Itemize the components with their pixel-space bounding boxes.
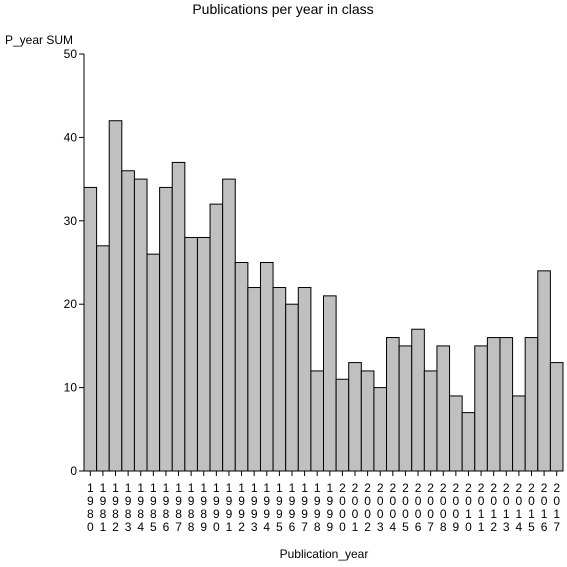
bar-2016 bbox=[537, 270, 551, 472]
bar-1998 bbox=[310, 370, 325, 472]
bar-2014 bbox=[512, 395, 526, 472]
y-tick-label: 50 bbox=[64, 47, 78, 61]
x-axis-ticks: 1 9 8 0 1 9 8 1 1 9 8 2 1 9 8 3 1 9 8 4 1 9 8 5 1 9 8 6 1 9 8 7 1 9 8 8 1 9 8 9… bbox=[87, 471, 560, 534]
bar-2001 bbox=[348, 362, 362, 472]
bar-1981 bbox=[96, 245, 110, 472]
y-axis-label: P_year SUM bbox=[5, 33, 73, 47]
bar-2006 bbox=[411, 328, 425, 472]
bar-2008 bbox=[436, 345, 451, 472]
bar-1997 bbox=[297, 287, 312, 472]
bar-2005 bbox=[398, 345, 413, 472]
bar-1986 bbox=[159, 186, 173, 472]
bar-2000 bbox=[335, 378, 350, 472]
y-tick-label: 20 bbox=[64, 297, 78, 311]
bar-1988 bbox=[184, 236, 198, 472]
bar-1982 bbox=[108, 120, 123, 472]
bar-1994 bbox=[259, 262, 274, 472]
bar-1999 bbox=[323, 295, 337, 472]
bar-2007 bbox=[423, 370, 438, 472]
bar-2012 bbox=[486, 337, 501, 472]
bar-2002 bbox=[360, 370, 375, 472]
y-tick-label: 30 bbox=[64, 214, 78, 228]
bar-1993 bbox=[247, 287, 261, 472]
bar-1983 bbox=[121, 170, 135, 472]
bar-1980 bbox=[83, 186, 98, 472]
y-tick-label: 10 bbox=[64, 381, 78, 395]
bar-1995 bbox=[272, 287, 287, 472]
bar-2011 bbox=[474, 345, 488, 472]
bar-1996 bbox=[285, 303, 299, 472]
bar-1991 bbox=[222, 178, 236, 472]
x-axis-label: Publication_year bbox=[280, 547, 369, 561]
bar-1989 bbox=[196, 236, 211, 472]
bar-1987 bbox=[171, 161, 186, 472]
bar-1992 bbox=[234, 262, 249, 472]
bar-2010 bbox=[461, 412, 476, 472]
bar-1984 bbox=[133, 178, 148, 472]
bar-2017 bbox=[549, 362, 564, 472]
bar-2015 bbox=[524, 337, 539, 472]
bar-2003 bbox=[373, 387, 388, 472]
y-tick-label: 40 bbox=[64, 130, 78, 144]
bar-2004 bbox=[386, 337, 400, 472]
bars-group bbox=[83, 120, 564, 472]
y-axis-ticks: 0 10 20 30 40 50 bbox=[64, 47, 84, 478]
bar-1990 bbox=[209, 203, 224, 472]
bar-2013 bbox=[499, 337, 514, 472]
bar-2009 bbox=[449, 395, 463, 472]
chart-title: Publications per year in class bbox=[192, 1, 373, 17]
bar-1985 bbox=[146, 253, 161, 472]
y-tick-label: 0 bbox=[70, 464, 77, 478]
